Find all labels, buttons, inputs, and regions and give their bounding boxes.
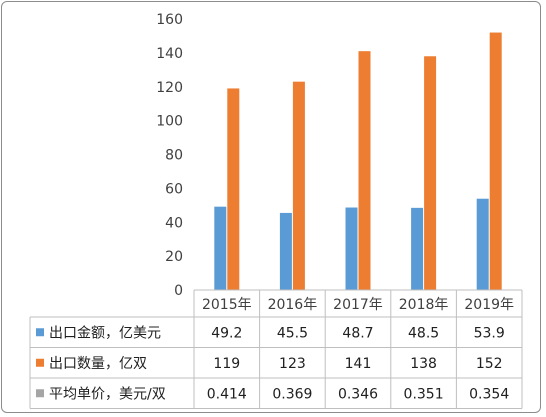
- y-tick-label: 80: [165, 148, 183, 164]
- bar: [358, 51, 371, 291]
- table-cell-value: 152: [476, 356, 503, 372]
- y-tick-label: 140: [156, 46, 183, 62]
- table-cell-value: 0.354: [469, 386, 509, 402]
- table-cell-value: 123: [279, 356, 306, 372]
- x-category-label: 2017年: [333, 297, 383, 313]
- y-tick-label: 0: [174, 283, 183, 299]
- bar: [227, 88, 240, 290]
- y-tick-label: 60: [165, 181, 183, 197]
- legend-label: 出口数量，亿双: [49, 356, 147, 372]
- x-category-label: 2016年: [268, 297, 318, 313]
- bar: [489, 32, 502, 291]
- table-cell-value: 119: [213, 356, 240, 372]
- y-tick-label: 100: [156, 114, 183, 130]
- table-cell-value: 0.351: [404, 386, 444, 402]
- table-cell-value: 53.9: [474, 325, 505, 341]
- table-cell-value: 141: [345, 356, 372, 372]
- table-cell-value: 138: [410, 356, 437, 372]
- bar: [424, 56, 437, 291]
- x-category-label: 2019年: [464, 297, 514, 313]
- y-tick-label: 120: [156, 80, 183, 96]
- legend-swatch: [36, 358, 44, 367]
- chart-frame: [1, 1, 541, 413]
- bar: [411, 207, 424, 290]
- table-cell-value: 49.2: [211, 325, 242, 341]
- legend-swatch: [36, 389, 44, 398]
- x-category-label: 2015年: [202, 297, 252, 313]
- y-tick-label: 160: [156, 12, 183, 28]
- table-cell-value: 0.346: [338, 386, 378, 402]
- bar: [292, 81, 305, 290]
- legend-swatch: [36, 328, 44, 337]
- table-cell-value: 0.369: [272, 386, 312, 402]
- table-cell-value: 48.7: [342, 325, 373, 341]
- bar: [345, 207, 358, 290]
- y-tick-label: 20: [165, 249, 183, 265]
- x-category-label: 2018年: [399, 297, 449, 313]
- table-cell-value: 45.5: [277, 325, 308, 341]
- bar: [476, 198, 489, 290]
- legend-label: 出口金额，亿美元: [49, 325, 161, 341]
- y-tick-label: 40: [165, 215, 183, 231]
- legend-label: 平均单价，美元/双: [49, 386, 166, 402]
- bar: [279, 212, 292, 290]
- bar: [214, 206, 227, 290]
- table-cell-value: 48.5: [408, 325, 439, 341]
- table-cell-value: 0.414: [207, 386, 247, 402]
